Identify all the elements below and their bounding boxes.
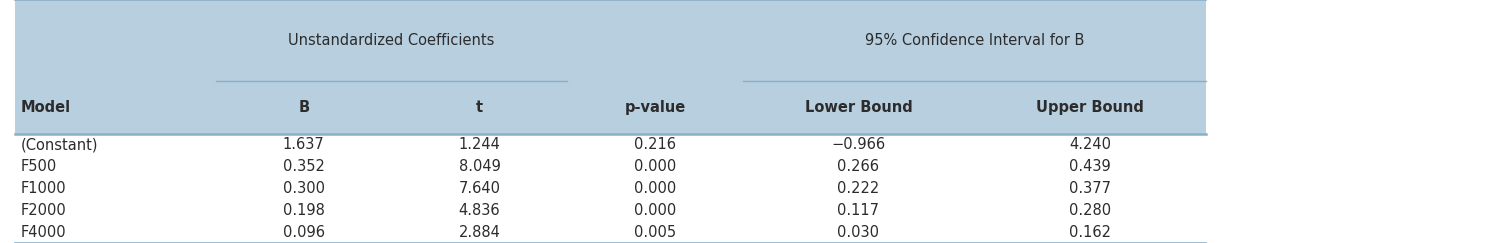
Text: 1.244: 1.244	[459, 137, 500, 152]
Text: B: B	[298, 100, 310, 115]
Text: 0.216: 0.216	[634, 137, 676, 152]
Text: 0.005: 0.005	[634, 225, 676, 240]
Bar	[15, 177, 1206, 199]
Text: (Constant): (Constant)	[21, 137, 98, 152]
Text: 0.096: 0.096	[283, 225, 325, 240]
Text: p-value: p-value	[624, 100, 686, 115]
Bar	[15, 0, 1206, 81]
Text: −0.966: −0.966	[831, 137, 886, 152]
Text: 0.266: 0.266	[837, 159, 880, 174]
Text: 0.000: 0.000	[634, 181, 676, 196]
Text: 0.352: 0.352	[283, 159, 325, 174]
Text: t: t	[476, 100, 482, 115]
Text: 0.300: 0.300	[283, 181, 325, 196]
Text: 2.884: 2.884	[459, 225, 500, 240]
Text: 0.280: 0.280	[1069, 203, 1111, 218]
Text: F500: F500	[21, 159, 57, 174]
Text: 0.222: 0.222	[837, 181, 880, 196]
Text: F1000: F1000	[21, 181, 67, 196]
Text: 1.637: 1.637	[283, 137, 325, 152]
Text: Upper Bound: Upper Bound	[1036, 100, 1144, 115]
Bar	[15, 156, 1206, 177]
Text: 0.377: 0.377	[1069, 181, 1111, 196]
Bar	[15, 81, 1206, 134]
Text: 0.198: 0.198	[283, 203, 325, 218]
Text: 4.836: 4.836	[459, 203, 500, 218]
Text: Model: Model	[21, 100, 71, 115]
Text: Unstandardized Coefficients: Unstandardized Coefficients	[289, 33, 494, 48]
Text: 8.049: 8.049	[459, 159, 500, 174]
Text: 7.640: 7.640	[459, 181, 500, 196]
Text: 0.000: 0.000	[634, 159, 676, 174]
Text: F4000: F4000	[21, 225, 67, 240]
Text: 0.117: 0.117	[837, 203, 880, 218]
Text: 0.439: 0.439	[1069, 159, 1111, 174]
Text: F2000: F2000	[21, 203, 67, 218]
Text: 95% Confidence Interval for B: 95% Confidence Interval for B	[865, 33, 1084, 48]
Bar	[15, 221, 1206, 243]
Bar	[15, 199, 1206, 221]
Text: 4.240: 4.240	[1069, 137, 1111, 152]
Bar	[15, 134, 1206, 156]
Text: Lower Bound: Lower Bound	[804, 100, 913, 115]
Text: 0.162: 0.162	[1069, 225, 1111, 240]
Text: 0.000: 0.000	[634, 203, 676, 218]
Text: 0.030: 0.030	[837, 225, 880, 240]
